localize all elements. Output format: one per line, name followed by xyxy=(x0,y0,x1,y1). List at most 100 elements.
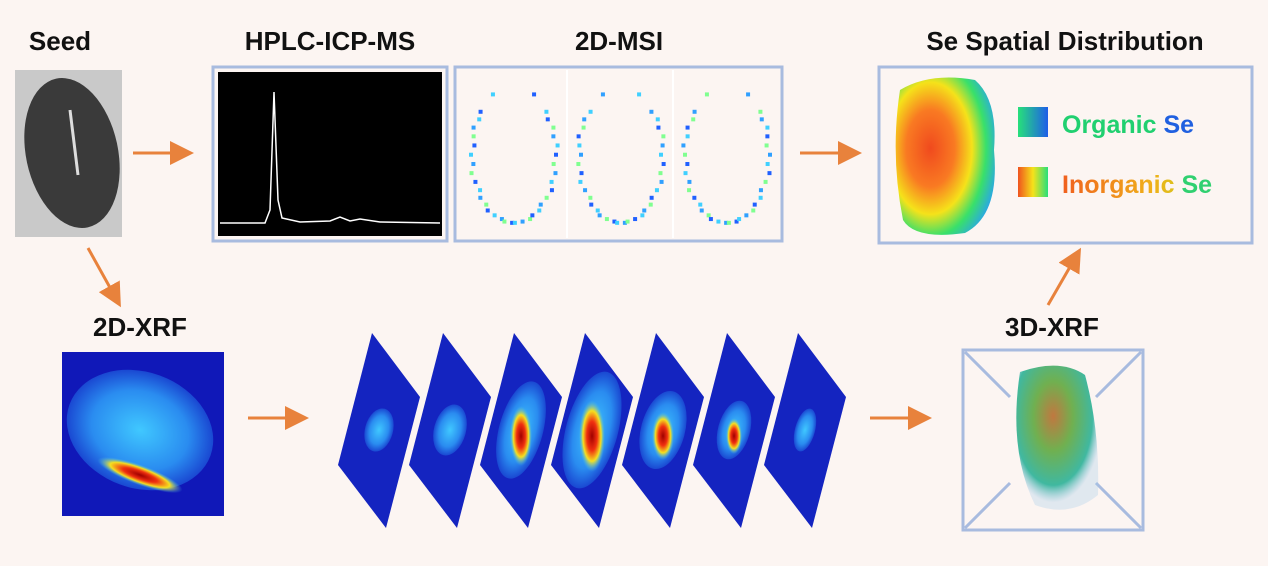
msi-pixel xyxy=(724,220,729,225)
msi-pixel xyxy=(490,92,495,97)
msi-pixel xyxy=(625,219,630,224)
msi-pixel xyxy=(642,208,647,213)
msi-pixel xyxy=(478,188,483,193)
se-dist-label: Se Spatial Distribution xyxy=(926,26,1203,56)
legend-label: Inorganic Se xyxy=(1062,171,1212,199)
msi-pixel xyxy=(691,117,696,122)
msi-pixel xyxy=(544,109,549,114)
msi-pixel xyxy=(656,125,661,130)
slice-hotspot xyxy=(652,412,674,460)
msi-panels xyxy=(469,92,772,225)
hplc-label: HPLC-ICP-MS xyxy=(245,26,415,56)
msi-pixel xyxy=(765,125,770,130)
msi-pixel xyxy=(752,202,757,207)
msi-pixel xyxy=(622,220,627,225)
hplc-frame xyxy=(211,65,449,243)
msi-pixel xyxy=(660,143,665,148)
chromatogram xyxy=(220,91,441,224)
msi-pixel xyxy=(737,217,742,222)
msi-pixel xyxy=(758,109,763,114)
msi-pixel xyxy=(553,171,558,176)
arrow xyxy=(1046,247,1081,306)
msi-pixel xyxy=(528,217,533,222)
msi-pixel xyxy=(758,188,763,193)
msi-pixel xyxy=(751,208,756,213)
msi-pixel xyxy=(687,188,692,193)
msi-pixel xyxy=(699,208,704,213)
msi-pixel xyxy=(471,162,476,167)
msi-pixel xyxy=(744,213,749,218)
hplc-plot xyxy=(218,72,442,236)
msi-pixel xyxy=(615,220,620,225)
slice-hotspot xyxy=(579,400,605,472)
seed-crack xyxy=(68,109,80,176)
msi-pixel xyxy=(499,217,504,222)
msi-pixel xyxy=(681,143,686,148)
msi-pixel xyxy=(746,92,751,97)
msi-pixel xyxy=(472,143,477,148)
msi-pixel xyxy=(659,179,664,184)
msi-pixel xyxy=(716,219,721,224)
msi-pixel xyxy=(698,202,703,207)
msi-pixel xyxy=(532,92,537,97)
msi-pixel xyxy=(520,219,525,224)
msi-pixel xyxy=(685,134,690,139)
msi-pixel xyxy=(637,92,642,97)
box-edges xyxy=(963,350,1143,530)
msi-pixel xyxy=(589,202,594,207)
msi-pixel xyxy=(704,92,709,97)
msi-pixel xyxy=(649,195,654,200)
msi-pixel xyxy=(588,109,593,114)
msi-pixel xyxy=(588,195,593,200)
slice-signal xyxy=(793,408,817,452)
msi-pixel xyxy=(581,125,586,130)
msi-pixel xyxy=(537,208,542,213)
msi-pixel xyxy=(759,117,764,122)
arrow xyxy=(86,247,121,308)
msi-pixel xyxy=(553,152,558,157)
msi-pixel xyxy=(661,134,666,139)
msi-pixel xyxy=(658,171,663,176)
msi-pixel xyxy=(767,152,772,157)
msi-pixel xyxy=(530,213,535,218)
msi-pixel xyxy=(471,125,476,130)
msi-pixel xyxy=(692,195,697,200)
msi-pixel xyxy=(765,162,770,167)
msi-pixel xyxy=(692,109,697,114)
msi-pixel xyxy=(604,217,609,222)
msi-pixel xyxy=(648,202,653,207)
legend-swatch xyxy=(1018,167,1048,197)
seed-body xyxy=(24,78,120,228)
se-map xyxy=(895,77,995,235)
msi-pixel xyxy=(478,109,483,114)
xrf-slices xyxy=(338,333,846,528)
msi-pixel xyxy=(544,195,549,200)
xrf3d-volume xyxy=(1016,365,1099,510)
msi-pixel xyxy=(658,152,663,157)
msi-pixel xyxy=(484,202,489,207)
msi-pixel xyxy=(478,195,483,200)
msi-pixel xyxy=(582,117,587,122)
msi-pixel xyxy=(510,220,515,225)
legend-word: Se xyxy=(1181,171,1212,199)
msi-pixel xyxy=(477,117,482,122)
xrf2d-label: 2D-XRF xyxy=(93,312,187,342)
msi-pixel xyxy=(545,117,550,122)
se-frame xyxy=(877,65,1254,245)
msi-pixel xyxy=(600,92,605,97)
msi-pixel xyxy=(649,109,654,114)
xrf3d-frame xyxy=(961,348,1145,532)
msi-pixel xyxy=(473,179,478,184)
msi-pixel xyxy=(538,202,543,207)
msi-pixel xyxy=(579,152,584,157)
msi-pixel xyxy=(549,188,554,193)
msi-pixel xyxy=(764,143,769,148)
msi-pixel xyxy=(576,134,581,139)
msi-pixel xyxy=(579,171,584,176)
msi-pixel xyxy=(640,213,645,218)
msi-pixel xyxy=(708,217,713,222)
msi-pixel xyxy=(595,208,600,213)
msi-pixel xyxy=(578,179,583,184)
slice-signal xyxy=(364,408,394,452)
